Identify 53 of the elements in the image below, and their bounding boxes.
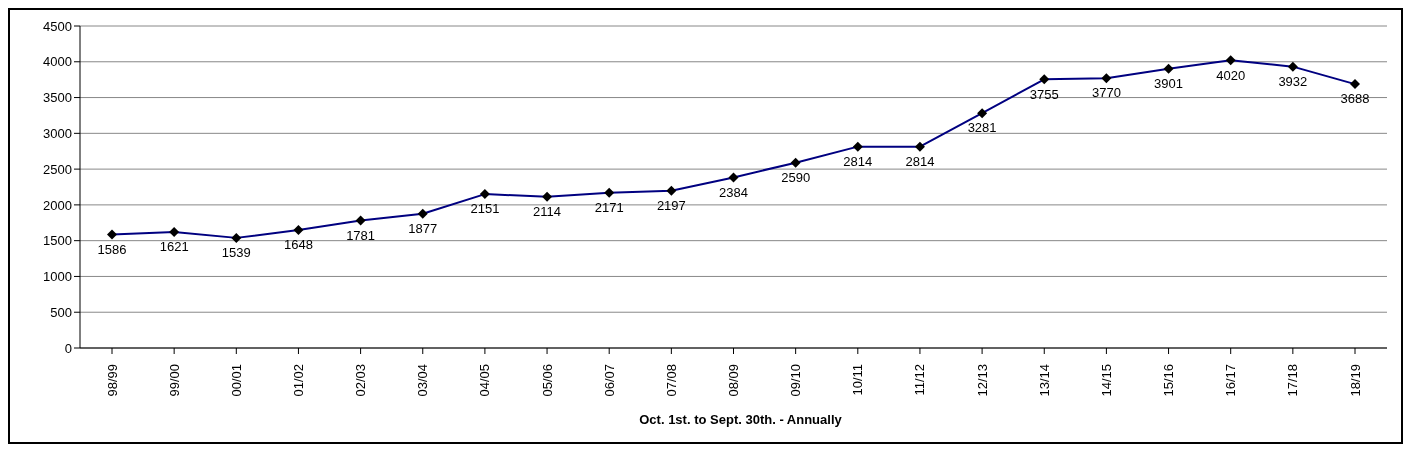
x-tick-label: 06/07 (601, 364, 617, 397)
x-tick-label: 11/12 (912, 364, 928, 396)
data-label: 4020 (1216, 67, 1246, 83)
data-label: 2171 (594, 199, 624, 215)
data-label: 1648 (283, 237, 313, 253)
x-axis-title: Oct. 1st. to Sept. 30th. - Annually (638, 412, 843, 427)
x-tick-label: 98/99 (104, 364, 120, 397)
x-tick-label: 00/01 (228, 364, 244, 397)
y-tick-label: 3500 (43, 90, 72, 106)
x-tick-label: 18/19 (1347, 364, 1363, 397)
data-label: 3932 (1278, 73, 1308, 89)
data-label: 2384 (719, 184, 748, 200)
data-label: 1877 (408, 220, 438, 236)
x-tick-label: 05/06 (539, 364, 555, 397)
y-tick-label: 1000 (43, 269, 72, 285)
x-tick-label: 10/11 (850, 364, 866, 396)
data-label: 3901 (1154, 76, 1184, 92)
data-label: 2814 (843, 153, 873, 169)
y-tick-label: 4500 (43, 18, 72, 34)
data-label: 3281 (967, 120, 997, 136)
y-tick-label: 4000 (43, 54, 72, 70)
x-tick-label: 03/04 (415, 364, 431, 397)
data-label: 2814 (905, 153, 935, 169)
x-tick-label: 12/13 (974, 364, 990, 397)
data-label: 1621 (159, 239, 189, 255)
data-label: 2151 (470, 201, 500, 217)
x-tick-label: 08/09 (726, 364, 741, 397)
x-tick-label: 15/16 (1161, 364, 1177, 397)
data-label: 1586 (97, 241, 127, 257)
y-tick-label: 1500 (43, 233, 72, 249)
x-tick-label: 17/18 (1285, 364, 1301, 397)
data-label: 2197 (656, 198, 686, 214)
y-tick-label: 0 (64, 340, 72, 356)
data-label: 1539 (221, 245, 251, 261)
x-tick-label: 02/03 (353, 364, 369, 397)
data-label: 3770 (1091, 85, 1121, 101)
x-tick-label: 99/00 (166, 364, 182, 397)
y-tick-label: 2000 (43, 197, 72, 213)
x-tick-label: 04/05 (477, 364, 493, 397)
data-label: 3755 (1029, 86, 1059, 102)
data-label: 2590 (781, 169, 811, 185)
x-tick-label: 07/08 (663, 364, 679, 397)
x-tick-label: 14/15 (1098, 364, 1114, 397)
y-tick-label: 3000 (43, 125, 72, 141)
x-tick-label: 16/17 (1223, 364, 1239, 397)
data-label: 1781 (346, 227, 376, 243)
y-tick-label: 2500 (43, 161, 72, 177)
x-tick-label: 13/14 (1036, 364, 1052, 397)
y-tick-label: 500 (50, 304, 72, 320)
data-label: 2114 (533, 203, 562, 219)
x-tick-label: 09/10 (788, 364, 804, 397)
x-tick-label: 01/02 (290, 364, 306, 397)
data-label: 3688 (1340, 91, 1370, 107)
